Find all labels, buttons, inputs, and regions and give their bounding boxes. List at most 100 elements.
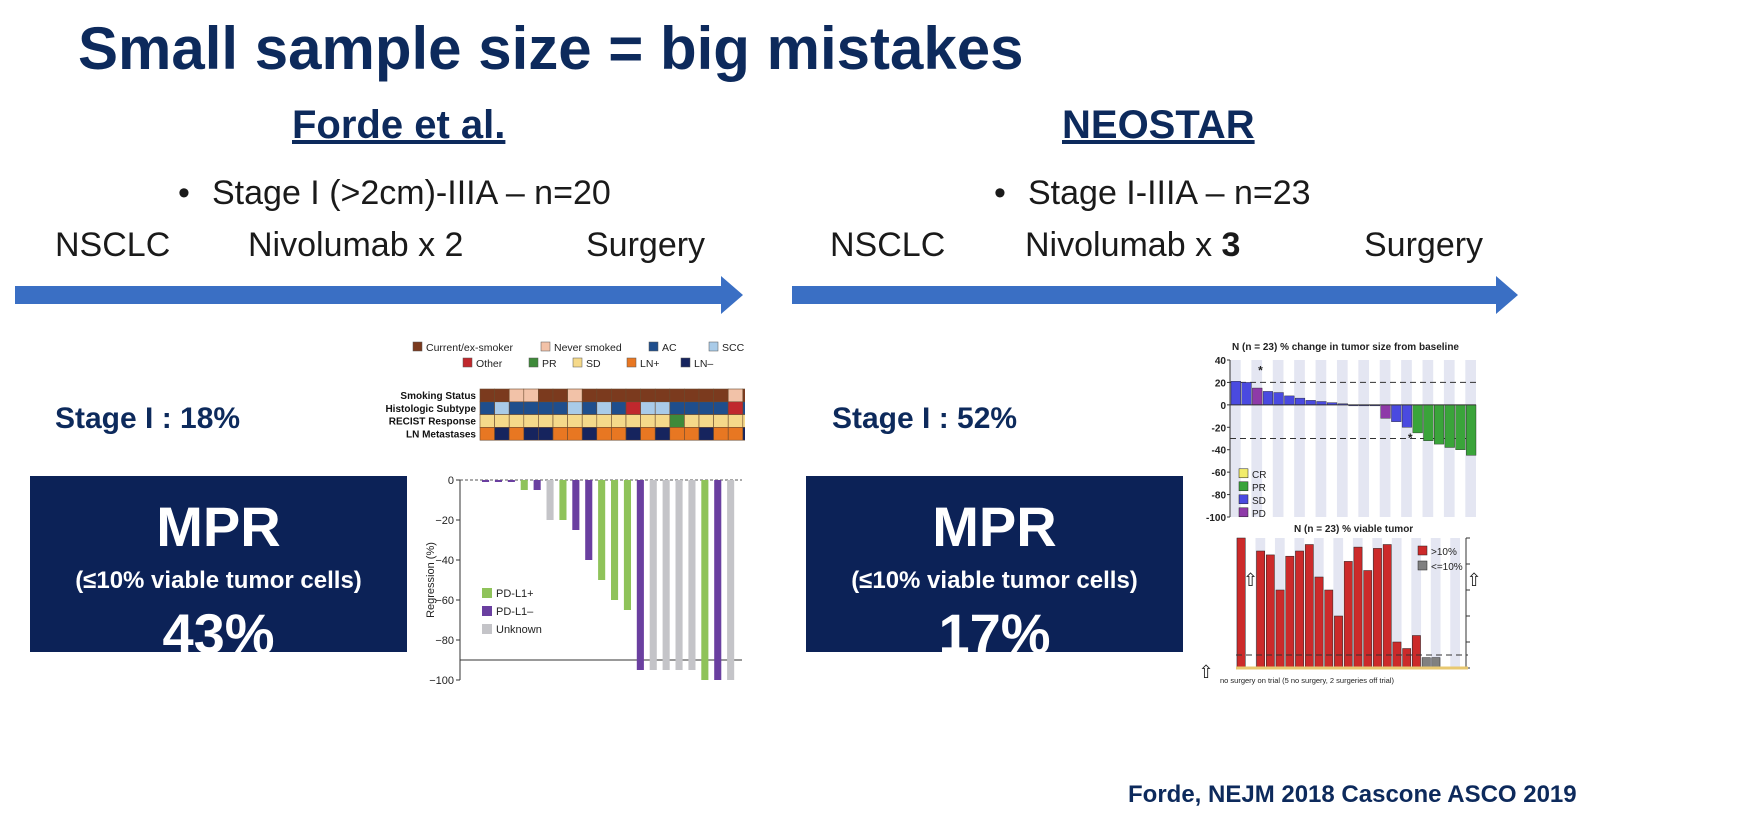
heatmap-cell: [727, 427, 744, 441]
right-mpr-value: 17%: [938, 602, 1051, 665]
heatmap-cell: [508, 388, 525, 403]
regression-bar: [611, 480, 619, 600]
viable-tumor-bar: [1314, 576, 1324, 669]
heatmap-legend-swatch: [462, 357, 473, 368]
tumor-change-bar: [1305, 400, 1316, 406]
heatmap-cell: [698, 401, 714, 415]
heatmap-cell: [479, 401, 495, 415]
heatmap-cell: [727, 401, 744, 415]
background-stripe: [1272, 360, 1284, 517]
regression-bar: [662, 480, 670, 670]
heatmap-cell: [494, 388, 510, 403]
y-tick-label: −60: [435, 595, 454, 607]
heatmap-cell: [523, 414, 539, 428]
heatmap-cell: [742, 414, 745, 428]
y-tick-label: -40: [1212, 446, 1227, 457]
right-mpr-title: MPR: [932, 495, 1057, 558]
y-tick-label: −20: [435, 515, 454, 527]
no-surgery-arrow-icon: ⇧: [1243, 570, 1258, 590]
regression-bar: [494, 480, 502, 482]
background-stripe: [1430, 538, 1441, 668]
heatmap-cell: [611, 414, 627, 428]
tumor-legend-swatch: [1238, 494, 1249, 505]
viable-tumor-bar: [1275, 589, 1285, 669]
heatmap-cell: [742, 388, 745, 403]
heatmap-cell: [625, 388, 641, 403]
chart-title: N (n = 23) % change in tumor size from b…: [1232, 342, 1459, 353]
heatmap-cell: [669, 414, 685, 428]
heatmap-legend-swatch: [626, 357, 637, 368]
heatmap-cell: [742, 427, 745, 441]
viable-tumor-bar: [1256, 550, 1265, 669]
viable-tumor-bar: [1334, 615, 1343, 669]
tumor-change-bar: [1391, 404, 1402, 422]
heatmap-cell: [727, 414, 744, 428]
heatmap-cell: [640, 427, 656, 441]
heatmap-legend-swatch: [528, 357, 539, 368]
heatmap-row-label: RECIST Response: [389, 417, 477, 428]
heatmap-cell: [698, 388, 714, 403]
background-stripe: [1391, 538, 1402, 668]
tumor-legend-label: PD: [1252, 509, 1266, 520]
tumor-change-bar: [1230, 381, 1241, 406]
background-stripe: [1251, 360, 1263, 517]
heatmap-row-label: Histologic Subtype: [385, 404, 476, 415]
tumor-legend-label: PR: [1252, 483, 1266, 494]
heatmap-cell: [684, 414, 700, 428]
left-bullet: • Stage I (>2cm)-IIIA – n=20: [178, 174, 611, 213]
heatmap-legend-label: Never smoked: [554, 342, 622, 354]
heatmap-legend-swatch: [648, 341, 659, 352]
heatmap-cell: [567, 388, 583, 403]
heatmap-row-label: Smoking Status: [400, 391, 476, 402]
heatmap-cell: [523, 388, 539, 403]
viable-tumor-bar: [1363, 570, 1373, 669]
heatmap-cell: [596, 401, 612, 415]
heatmap-cell: [625, 414, 641, 428]
heatmap-row-label: LN Metastases: [406, 429, 476, 440]
heatmap-cell: [611, 401, 627, 415]
heatmap-cell: [654, 427, 671, 441]
regression-bar: [598, 480, 606, 580]
viable-tumor-bar: [1402, 648, 1412, 669]
heatmap-cell: [713, 401, 729, 415]
heatmap-cell: [654, 388, 671, 403]
tumor-change-bar: [1241, 382, 1252, 406]
heatmap-cell: [669, 401, 685, 415]
right-flow-middle-bold: 3: [1221, 226, 1241, 264]
regression-bar: [533, 480, 541, 490]
heatmap-cell: [669, 427, 685, 441]
heatmap-legend-label: SD: [586, 358, 601, 370]
heatmap-cell: [494, 414, 510, 428]
y-tick-label: −40: [435, 555, 454, 567]
heatmap-cell: [581, 388, 598, 403]
regression-legend-label: PD-L1–: [496, 606, 534, 618]
y-tick-label: -100: [1206, 513, 1226, 524]
annotation-asterisk: *: [1408, 431, 1413, 445]
heatmap-cell: [713, 388, 729, 403]
tumor-change-bar: [1273, 392, 1284, 406]
heatmap-cell: [611, 388, 627, 403]
heatmap-cell: [640, 388, 656, 403]
right-study-title: NEOSTAR: [1062, 103, 1255, 147]
heatmap-cell: [654, 414, 671, 428]
right-mpr-subtitle: (≤10% viable tumor cells): [851, 567, 1138, 594]
viable-tumor-bar: [1421, 657, 1431, 669]
regression-bar: [701, 480, 709, 680]
viable-tumor-bar: [1324, 589, 1334, 669]
regression-bar: [636, 480, 644, 670]
viable-tumor-bar: [1343, 561, 1353, 669]
viable-tumor-bar: [1295, 550, 1304, 669]
tumor-change-bar: [1284, 395, 1295, 406]
heatmap-cell: [625, 427, 641, 441]
right-timeline-arrow: [792, 276, 1518, 314]
heatmap-legend-label: LN–: [694, 358, 713, 370]
tumor-legend-label: CR: [1252, 470, 1266, 481]
viable-legend-label: <=10%: [1431, 562, 1463, 573]
right-flow-middle: Nivolumab x 3: [1025, 226, 1240, 265]
regression-bar: [688, 480, 696, 670]
heatmap-cell: [581, 427, 598, 441]
heatmap-cell: [713, 427, 729, 441]
right-flow-middle-text: Nivolumab x: [1025, 226, 1222, 264]
heatmap-cell: [523, 401, 539, 415]
y-tick-label: −100: [429, 675, 454, 687]
